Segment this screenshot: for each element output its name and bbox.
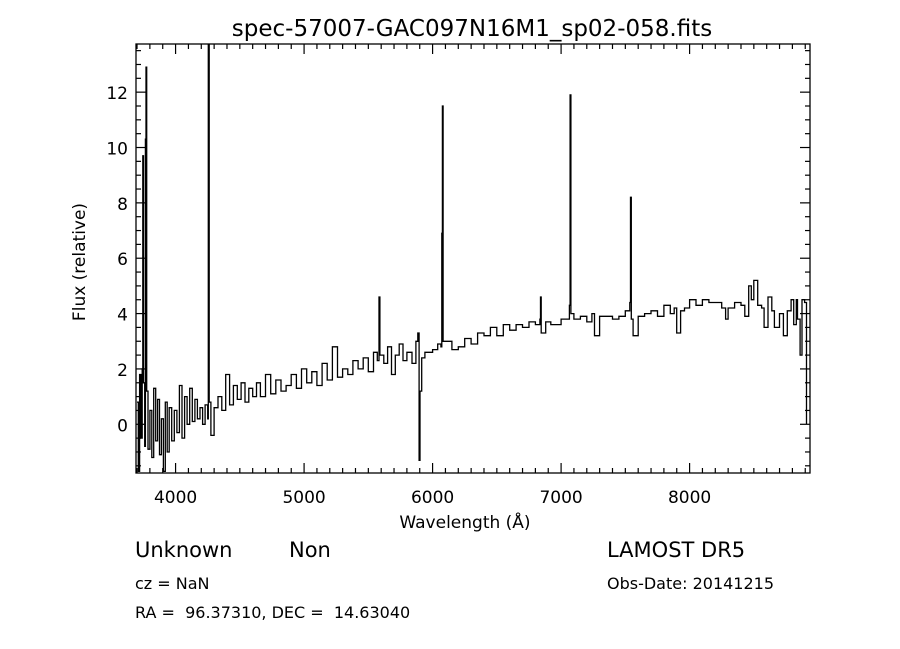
redshift-label: cz = NaN	[135, 574, 210, 593]
y-tick-label: 6	[117, 250, 128, 270]
axis-tick-labels: 4000 5000 6000 7000 8000 0 2 4 6 8 10 12	[106, 84, 711, 508]
y-tick-label: 12	[106, 84, 128, 104]
obs-date-label: Obs-Date: 20141215	[607, 574, 775, 593]
y-tick-label: 2	[117, 361, 128, 381]
spectrum-line	[137, 44, 808, 472]
chart-title: spec-57007-GAC097N16M1_sp02-058.fits	[232, 16, 712, 42]
y-tick-label: 4	[117, 306, 128, 326]
y-axis-label: Flux (relative)	[70, 203, 90, 321]
x-tick-label: 6000	[411, 488, 454, 508]
x-tick-label: 4000	[154, 488, 197, 508]
object-class: Unknown	[135, 538, 233, 562]
x-tick-label: 5000	[282, 488, 325, 508]
coordinates-label: RA = 96.37310, DEC = 14.63040	[135, 603, 411, 622]
x-tick-label: 7000	[539, 488, 582, 508]
survey-label: LAMOST DR5	[607, 538, 746, 562]
x-axis-label: Wavelength (Å)	[399, 511, 530, 533]
y-tick-label: 0	[117, 416, 128, 436]
object-subclass: Non	[289, 538, 331, 562]
axis-ticks	[136, 44, 810, 473]
y-tick-label: 8	[117, 195, 128, 215]
plot-frame	[135, 43, 811, 474]
x-tick-label: 8000	[668, 488, 711, 508]
y-tick-label: 10	[106, 140, 128, 160]
